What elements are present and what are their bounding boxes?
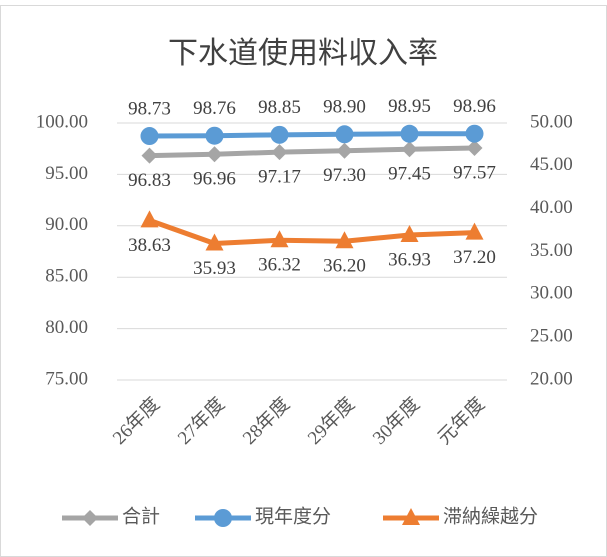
legend-marker xyxy=(214,509,232,527)
data-label: 97.45 xyxy=(388,164,431,185)
data-label: 38.63 xyxy=(128,235,171,256)
data-point xyxy=(400,224,419,242)
data-point xyxy=(141,147,158,164)
series-line xyxy=(148,218,475,247)
legend-label: 合計 xyxy=(122,505,160,527)
y-tick-label: 80.00 xyxy=(45,317,88,338)
data-point xyxy=(140,127,159,146)
y2-tick-label: 20.00 xyxy=(530,368,573,389)
data-point xyxy=(206,146,223,163)
data-point xyxy=(271,144,288,161)
data-point xyxy=(270,125,289,144)
y-tick-label: 85.00 xyxy=(45,266,88,287)
data-point xyxy=(140,210,159,228)
legend-label: 滞納繰越分 xyxy=(443,505,538,527)
y2-tick-label: 40.00 xyxy=(530,197,573,218)
y2-tick-label: 30.00 xyxy=(530,283,573,304)
data-label: 35.93 xyxy=(193,258,236,279)
data-point xyxy=(466,139,483,156)
y2-tick-label: 25.00 xyxy=(530,326,573,347)
y2-tick-label: 45.00 xyxy=(530,154,573,175)
data-point xyxy=(205,233,224,251)
data-label: 97.17 xyxy=(258,166,301,187)
series-line xyxy=(149,145,475,159)
data-label: 97.30 xyxy=(323,165,366,186)
data-point xyxy=(335,231,354,249)
data-point xyxy=(400,124,419,143)
data-point xyxy=(336,142,353,159)
data-label: 96.96 xyxy=(193,169,236,190)
chart-frame xyxy=(0,5,607,557)
data-label: 98.76 xyxy=(193,98,236,119)
y-tick-label: 100.00 xyxy=(36,111,88,132)
y-tick-label: 75.00 xyxy=(45,368,88,389)
data-point xyxy=(465,124,484,143)
y-tick-label: 90.00 xyxy=(45,214,88,235)
x-tick-label: 27年度 xyxy=(173,393,229,449)
data-label: 97.57 xyxy=(453,162,496,183)
data-label: 37.20 xyxy=(453,247,496,268)
chart-title: 下水道使用料収入率 xyxy=(168,37,438,70)
y-tick-label: 95.00 xyxy=(45,163,88,184)
data-point xyxy=(465,222,484,240)
series-line xyxy=(149,131,475,139)
data-label: 36.93 xyxy=(388,249,431,270)
series-1: 98.73 98.76 98.85 98.90 98.95 98.96 xyxy=(128,96,496,146)
y2-tick-label: 35.00 xyxy=(530,240,573,261)
x-tick-label: 元年度 xyxy=(433,393,489,449)
data-point xyxy=(335,125,354,144)
series-0: 96.83 96.96 97.17 97.30 97.45 97.57 xyxy=(128,139,496,191)
x-tick-label: 30年度 xyxy=(368,393,424,449)
data-label: 36.20 xyxy=(323,256,366,277)
series-2: 38.63 35.93 36.32 36.20 36.93 37.20 xyxy=(128,210,496,279)
data-label: 98.73 xyxy=(128,98,171,119)
x-tick-label: 29年度 xyxy=(303,393,359,449)
legend-label: 現年度分 xyxy=(255,505,331,527)
y2-tick-label: 50.00 xyxy=(530,111,573,132)
data-label: 98.85 xyxy=(258,97,301,118)
legend-marker xyxy=(82,510,98,526)
x-tick-label: 26年度 xyxy=(108,393,164,449)
legend-marker xyxy=(402,508,420,525)
data-label: 36.32 xyxy=(258,255,301,276)
data-point xyxy=(270,230,289,248)
data-label: 96.83 xyxy=(128,170,171,191)
x-tick-label: 28年度 xyxy=(238,393,294,449)
data-point xyxy=(401,141,418,158)
data-label: 98.90 xyxy=(323,97,366,118)
data-point xyxy=(205,126,224,145)
data-label: 98.96 xyxy=(453,96,496,117)
data-label: 98.95 xyxy=(388,96,431,117)
